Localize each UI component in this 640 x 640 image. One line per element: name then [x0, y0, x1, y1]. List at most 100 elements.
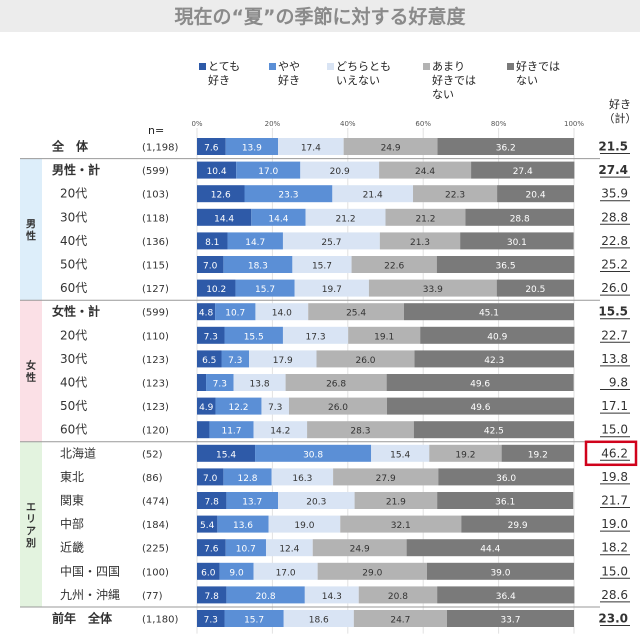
data-label: 20.9: [330, 167, 350, 177]
data-label: 33.9: [423, 285, 443, 295]
bar-segment: [288, 397, 388, 415]
total-like-value: 15.5: [598, 305, 628, 319]
bar-segment: [223, 256, 293, 273]
row-n: (120): [142, 426, 169, 437]
legend-swatch: [199, 63, 206, 70]
data-label: 49.6: [470, 380, 490, 390]
bar-segment: [312, 539, 407, 557]
bar-segment: [197, 303, 216, 321]
total-like-value: 35.9: [601, 187, 628, 201]
bar-segment: [333, 468, 439, 486]
bar-segment: [497, 185, 574, 203]
data-label: 17.9: [273, 356, 293, 366]
legend-item-strongly-dislike: 好きでは ない: [507, 60, 560, 88]
row-n: (599): [142, 166, 169, 177]
row-label: 20代: [60, 187, 87, 201]
data-label: 36.2: [496, 144, 516, 154]
total-like-value: 19.8: [601, 470, 628, 484]
data-label: 19.0: [294, 521, 314, 531]
data-label: 7.6: [204, 144, 219, 154]
total-like-value: 28.6: [601, 588, 628, 602]
row-label: 30代: [60, 352, 87, 366]
data-label: 13.6: [233, 521, 253, 531]
data-label: 14.7: [245, 238, 265, 248]
data-label: 7.0: [203, 262, 218, 272]
data-label: 29.9: [508, 521, 528, 531]
bar-segment: [437, 138, 574, 155]
bar-segment: [403, 303, 574, 321]
data-label: 7.8: [205, 592, 220, 602]
bar-segment: [426, 562, 574, 580]
bar-segment: [429, 444, 502, 462]
total-like-value: 23.0: [598, 612, 628, 626]
bar-segment: [496, 279, 574, 297]
data-label: 36.5: [496, 262, 516, 272]
data-label: 27.9: [376, 474, 396, 484]
bar-segment: [282, 326, 349, 344]
bar-segment: [379, 232, 461, 250]
data-label: 20.5: [525, 285, 545, 295]
bar-segment: [197, 492, 227, 509]
data-label: 49.6: [470, 403, 490, 413]
data-label: 12.4: [279, 545, 299, 555]
legend-label: 好きでは ない: [516, 60, 560, 87]
row-label: 20代: [60, 328, 87, 342]
data-label: 15.5: [244, 332, 264, 342]
bar-segment: [215, 397, 262, 415]
data-label: 26.0: [355, 356, 375, 366]
row-label: 関東: [60, 494, 84, 508]
bar-segment: [197, 397, 216, 415]
bar-segment: [197, 515, 218, 533]
bar-segment: [251, 208, 306, 226]
row-n: (77): [142, 591, 163, 602]
total-like-value: 22.8: [601, 234, 628, 248]
data-label: 14.4: [214, 214, 234, 224]
bar-segment: [261, 397, 289, 415]
row-label: 女性・計: [52, 304, 100, 319]
data-label: 23.3: [278, 191, 298, 201]
bar-segment: [316, 350, 415, 368]
bar-segment: [307, 421, 414, 439]
total-like-value: 25.2: [601, 258, 628, 272]
data-label: 10.2: [206, 285, 226, 295]
x-tick-label: 0%: [191, 120, 202, 128]
row-n: (123): [142, 379, 169, 390]
bar-segment: [332, 185, 414, 203]
row-label: 40代: [60, 234, 87, 248]
data-label: 18.6: [309, 616, 329, 626]
legend-item-like: やや 好き: [269, 60, 300, 88]
data-label: 22.6: [384, 262, 404, 272]
bar-segment: [236, 161, 301, 179]
row-label: 50代: [60, 258, 87, 272]
legend-label: あまり 好きでは ない: [432, 60, 476, 101]
total-like-value: 15.0: [601, 564, 628, 578]
bar-segment: [437, 492, 574, 509]
row-label: 30代: [60, 210, 87, 224]
legend-item-neutral: どちらとも いえない: [327, 60, 391, 88]
bar-segment: [317, 562, 427, 580]
data-label: 7.6: [204, 545, 219, 555]
group-label: 女性: [25, 359, 36, 384]
data-label: 36.1: [495, 498, 515, 508]
legend-swatch: [423, 63, 430, 70]
data-label: 13.7: [242, 498, 262, 508]
data-label: 15.7: [255, 285, 275, 295]
data-label: 24.9: [350, 545, 370, 555]
total-like-value: 17.1: [601, 399, 628, 413]
row-n: (110): [142, 331, 169, 342]
bar-segment: [209, 421, 254, 439]
data-label: 25.7: [321, 238, 341, 248]
bar-segment: [413, 185, 498, 203]
data-label: 6.5: [202, 356, 216, 366]
data-label: 24.7: [390, 616, 410, 626]
x-tick-label: 100%: [564, 120, 584, 128]
bar-segment: [436, 256, 575, 273]
bar-segment: [227, 232, 283, 250]
data-label: 28.8: [510, 214, 530, 224]
data-label: 27.4: [513, 167, 533, 177]
data-label: 21.9: [386, 498, 406, 508]
data-label: 30.1: [507, 238, 527, 248]
data-label: 42.5: [484, 427, 504, 437]
data-label: 15.4: [216, 450, 236, 460]
bar-segment: [223, 468, 272, 486]
